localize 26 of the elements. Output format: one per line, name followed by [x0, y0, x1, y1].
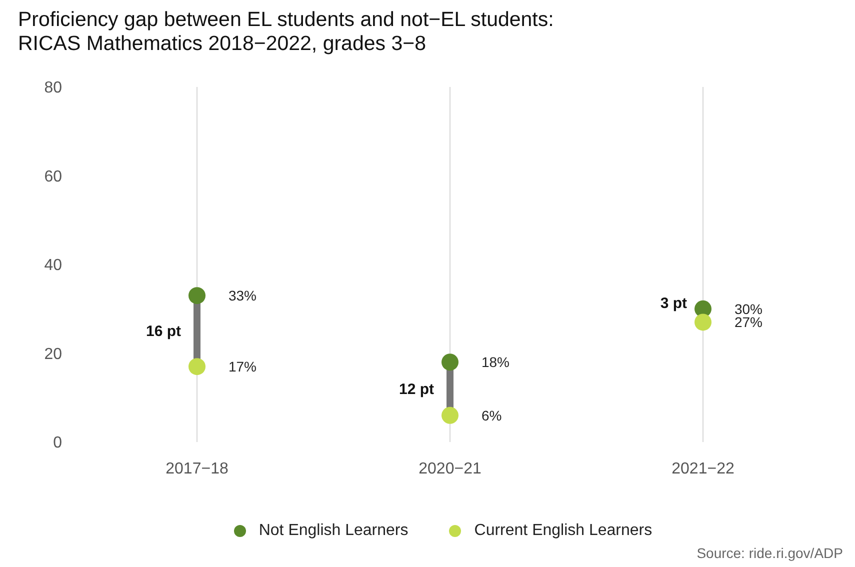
data-label: 30% [734, 300, 763, 317]
point [442, 406, 458, 424]
point [694, 314, 712, 331]
point [188, 358, 206, 376]
point [442, 354, 458, 371]
y-tick-label: 80 [44, 80, 62, 97]
data-label: 6% [481, 407, 502, 424]
chart-title: Proficiency gap between EL students and not−EL students: RICAS Mathematics 2018−2022, grades 3−8 [18, 8, 555, 56]
data-label: 17% [228, 358, 257, 375]
x-tick-label: 2017−18 [166, 460, 228, 478]
legend-label: Current English Learners [473, 522, 652, 540]
point [188, 287, 206, 304]
annotation: 12 pt [398, 380, 434, 398]
y-tick-label: 60 [44, 168, 62, 186]
x-tick-label: 2020−21 [418, 460, 482, 478]
x-tick-label: 2021−22 [672, 460, 734, 478]
data-label: 33% [228, 288, 257, 304]
source-note: Source: ride.ri.gov/ADP [696, 545, 843, 561]
data-label: 18% [481, 354, 510, 370]
data-label: 27% [734, 314, 763, 330]
annotation: 3 pt [660, 294, 687, 312]
annotation: 16 pt [146, 323, 181, 340]
y-tick-label: 0 [53, 434, 62, 452]
y-tick-label: 20 [44, 346, 62, 363]
y-tick-label: 40 [44, 257, 62, 274]
legend-label: Not English Learners [258, 522, 408, 540]
